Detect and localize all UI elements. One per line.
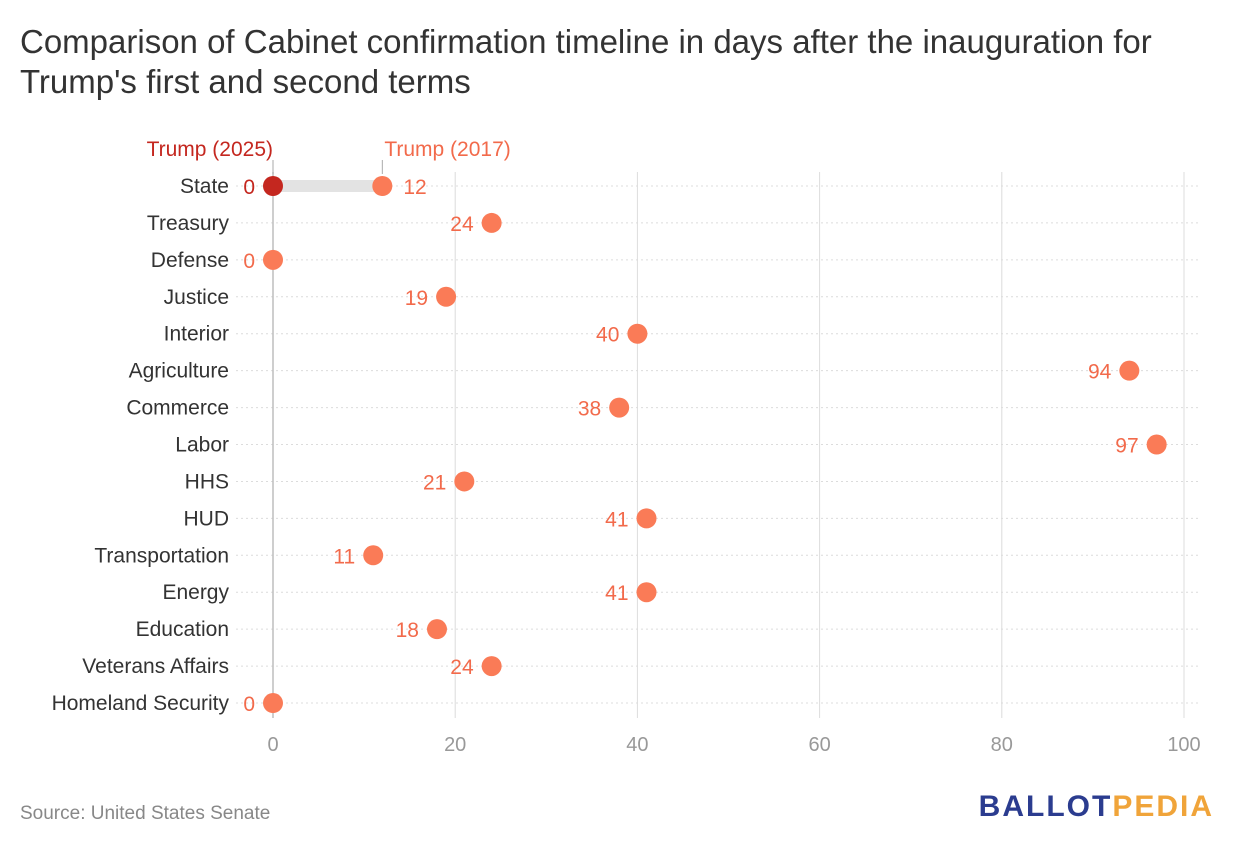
value-label: 40 (596, 324, 619, 347)
category-label: Veterans Affairs (82, 655, 229, 678)
category-label: Labor (175, 434, 229, 457)
category-label: Education (136, 618, 229, 641)
data-labels: 0 12 24 0 19 40 94 38 97 21 41 11 41 18 24 0 (243, 176, 1138, 716)
value-label: 41 (605, 508, 628, 531)
x-tick-label: 0 (267, 734, 278, 756)
value-label: 94 (1088, 361, 1112, 384)
legend-label: Trump (2017) (384, 138, 510, 161)
category-labels: State Treasury Defense Justice Interior Agric… (52, 175, 230, 715)
data-points (263, 176, 1167, 714)
dot-2017 (1119, 360, 1140, 381)
dot-2017 (627, 323, 648, 344)
category-label: Interior (164, 323, 229, 346)
category-label: Defense (151, 249, 229, 272)
dot-2017 (636, 582, 657, 603)
category-label: Transportation (94, 544, 229, 567)
value-label: 19 (405, 287, 428, 310)
x-tick-label: 20 (444, 734, 466, 756)
dot-2017 (436, 286, 457, 307)
value-label: 12 (403, 176, 426, 199)
value-label: 97 (1115, 435, 1138, 458)
category-label: HHS (185, 470, 229, 493)
value-label: 11 (333, 545, 355, 568)
grid-layer (236, 172, 1198, 718)
ballotpedia-logo: BALLOTPEDIA (979, 790, 1214, 824)
legend: Trump (2025) Trump (2017) (147, 138, 511, 174)
x-tick-label: 80 (991, 734, 1013, 756)
dot-2017 (481, 212, 502, 233)
logo-part-pedia: PEDIA (1112, 790, 1214, 823)
value-label: 21 (423, 471, 446, 494)
chart-title: Comparison of Cabinet confirmation timel… (20, 23, 1152, 100)
x-tick-label: 100 (1167, 734, 1200, 756)
value-label: 18 (396, 619, 419, 642)
value-label: 0 (243, 176, 255, 199)
dot-2017 (372, 176, 393, 196)
category-label: Treasury (147, 212, 230, 235)
category-label: HUD (184, 507, 230, 530)
legend-label: Trump (2025) (147, 138, 273, 161)
dot-2017 (1146, 434, 1167, 455)
dot-2017 (426, 619, 447, 640)
dot-2017 (363, 545, 384, 566)
category-label: Homeland Security (52, 692, 230, 715)
dot-2017 (609, 397, 630, 418)
value-label: 0 (243, 693, 255, 716)
value-label: 41 (605, 582, 628, 605)
dot-2025 (263, 176, 283, 196)
category-label: Energy (162, 581, 229, 604)
dot-2017 (263, 249, 283, 270)
x-tick-label: 60 (808, 734, 830, 756)
dot-2017 (263, 693, 283, 714)
category-label: Justice (164, 286, 229, 309)
category-label: State (180, 175, 229, 198)
category-label: Agriculture (129, 360, 229, 383)
value-label: 0 (243, 250, 255, 273)
x-axis-ticks: 0 20 40 60 80 100 (267, 734, 1200, 756)
value-label: 24 (450, 213, 474, 236)
dot-2017 (481, 656, 502, 677)
logo-part-ballot: BALLOT (978, 790, 1113, 823)
x-tick-label: 40 (626, 734, 648, 756)
category-label: Commerce (126, 397, 229, 420)
dot-2017 (636, 508, 657, 529)
dot-2017 (454, 471, 475, 492)
value-label: 38 (578, 398, 601, 421)
source-note: Source: United States Senate (20, 803, 271, 824)
value-label: 24 (450, 656, 474, 679)
